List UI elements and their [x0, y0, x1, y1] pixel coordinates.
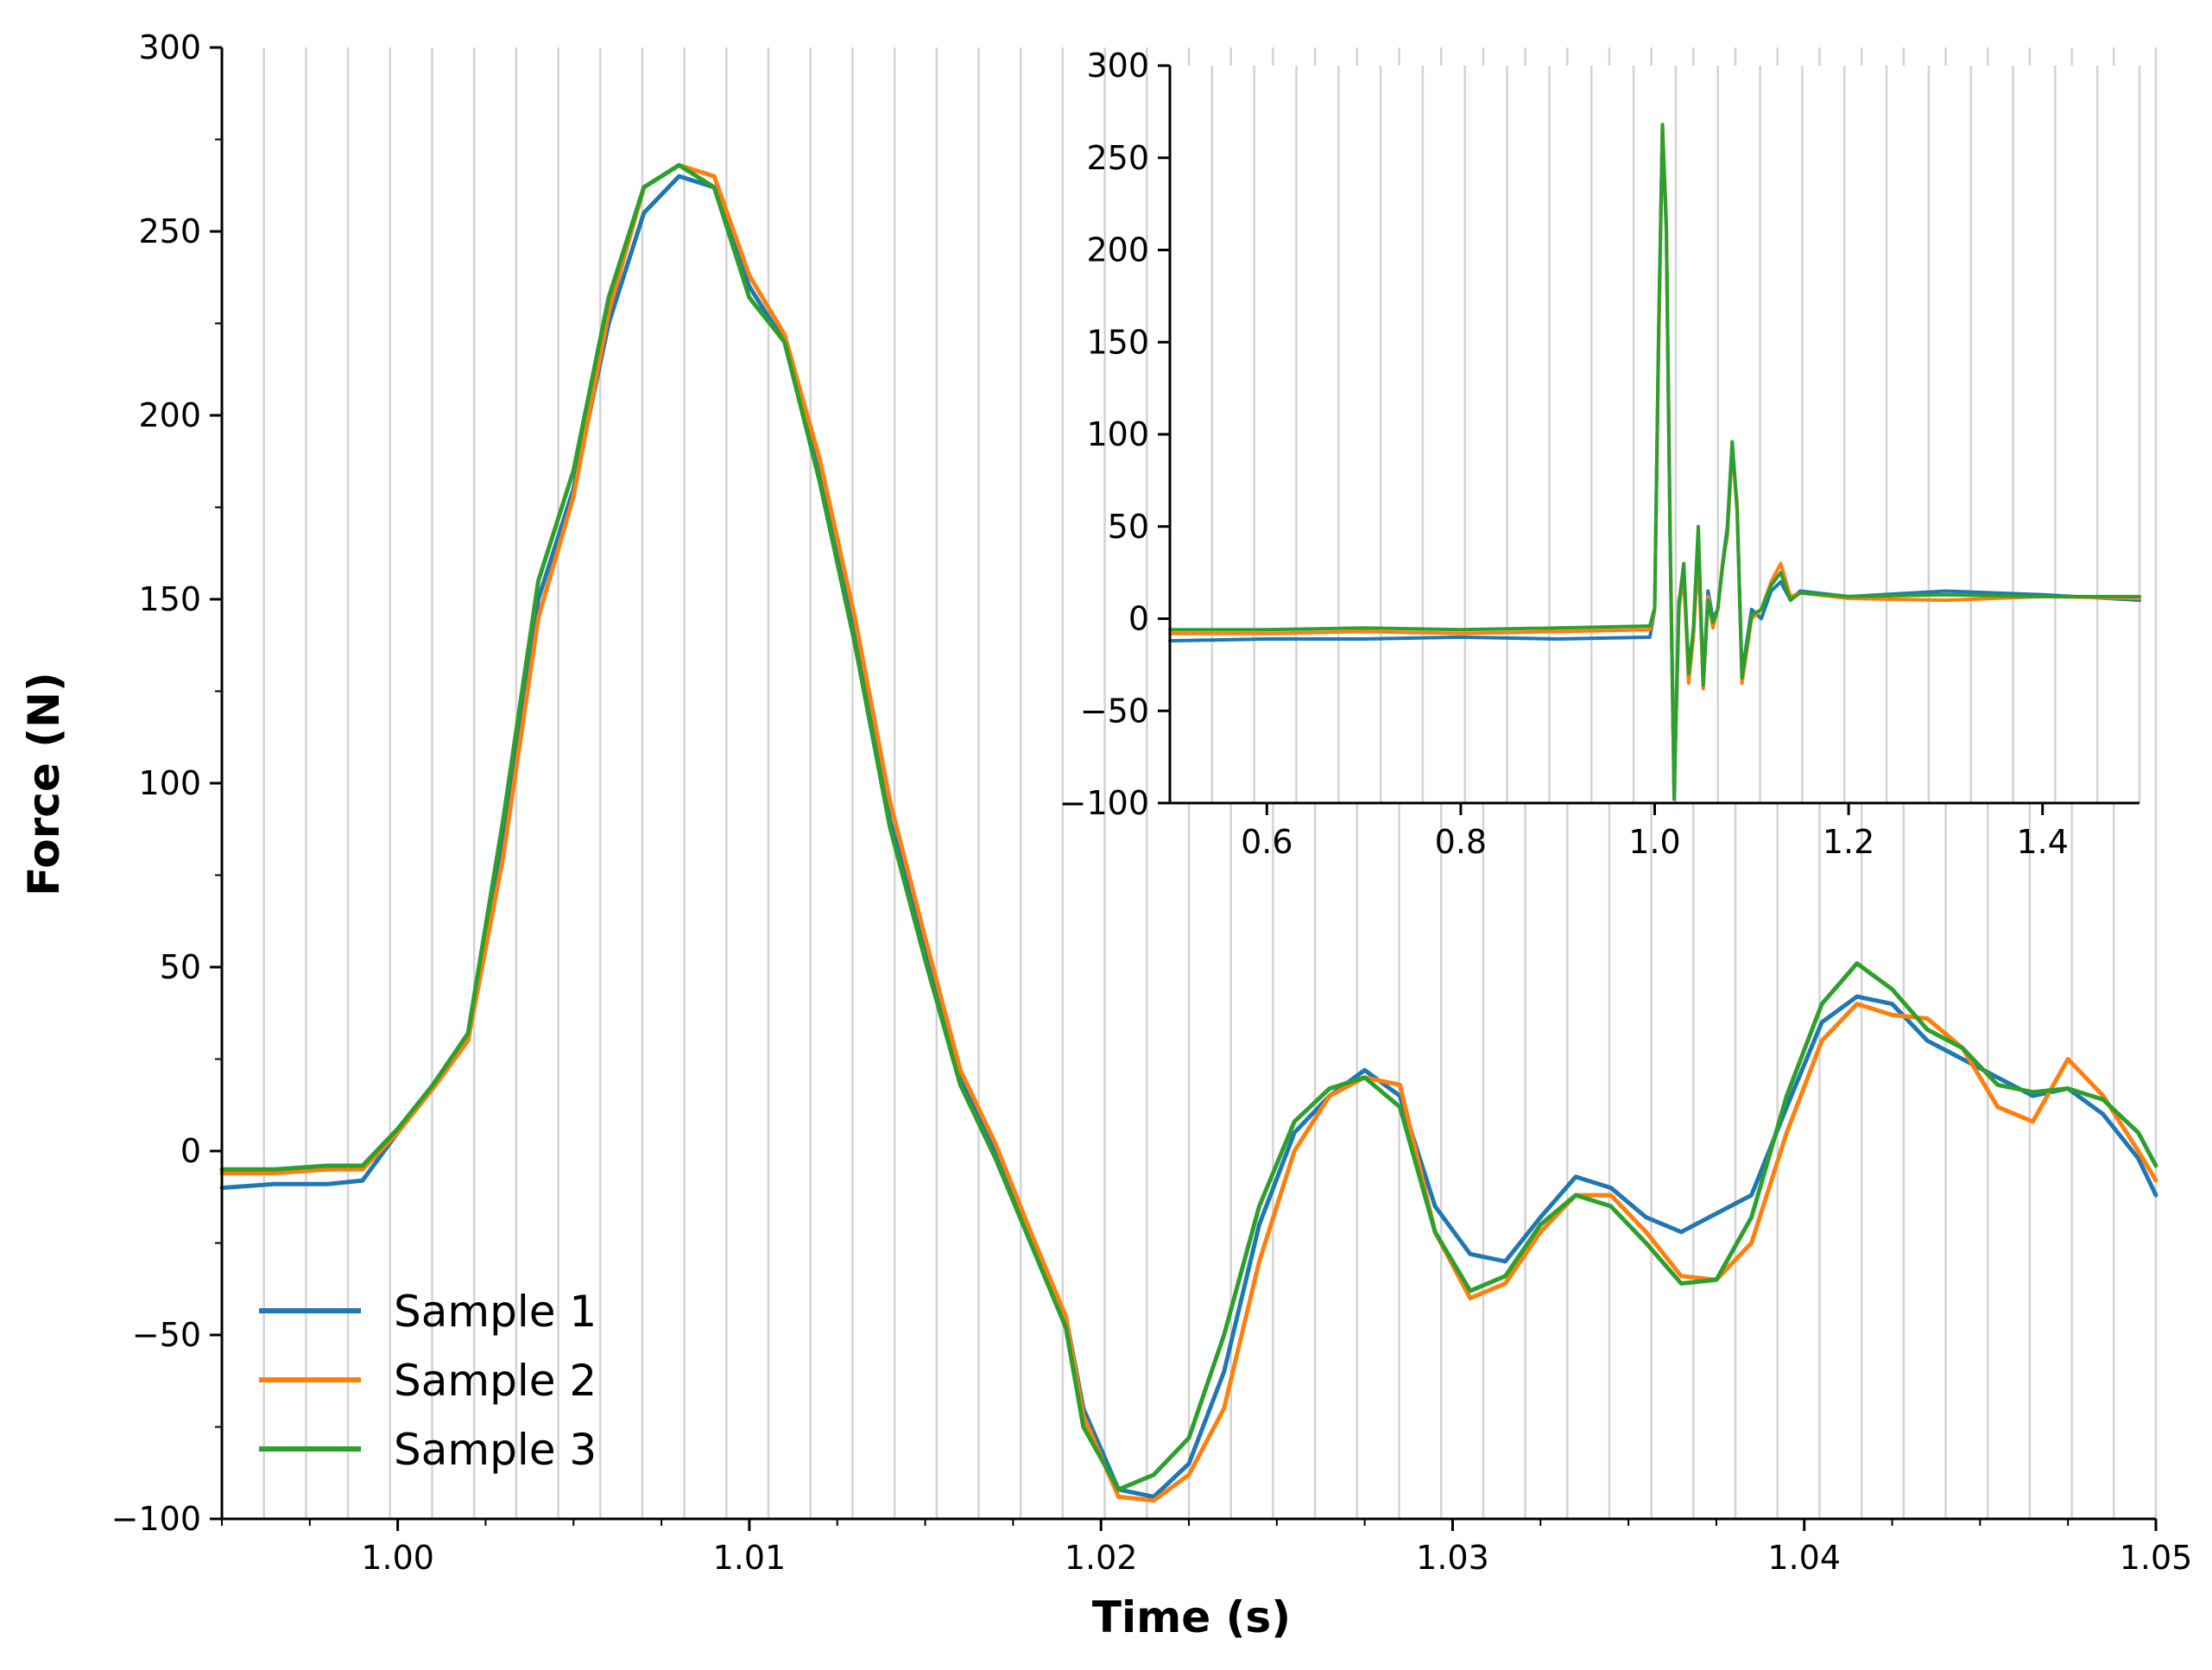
main-y-tick-label: −50	[132, 1316, 201, 1354]
main-y-tick-label: 250	[138, 212, 201, 250]
main-y-tick-label: 200	[138, 396, 201, 434]
main-x-tick-label: 1.05	[2120, 1539, 2193, 1577]
inset-y-tick-label: 50	[1108, 508, 1149, 546]
inset-background	[1170, 66, 2139, 803]
inset-y-tick-label: 250	[1086, 139, 1149, 177]
main-y-tick-label: 150	[138, 580, 201, 618]
inset-vertical-gridlines	[1210, 66, 2141, 803]
main-y-tick-label: 50	[160, 948, 201, 986]
main-series-lines	[219, 162, 2158, 1503]
inset-y-tick-label: 200	[1086, 231, 1149, 269]
inset-y-tick-label: 0	[1128, 600, 1149, 638]
inset-series-line-3	[1168, 123, 2141, 801]
main-series-line-2	[219, 162, 2158, 1503]
inset-y-tick-label: −50	[1080, 692, 1149, 730]
y-axis-title: Force (N)	[19, 672, 69, 896]
inset-chart: −100 −50 0 50 100 150 200 250 300 0.6 0.8 1.0 1.2 1.4	[1059, 47, 2141, 861]
inset-x-tick-label: 1.4	[2016, 823, 2068, 861]
inset-x-tick-label: 0.6	[1241, 823, 1292, 861]
main-y-tick-label: 100	[138, 764, 201, 802]
inset-ticks: −100 −50 0 50 100 150 200 250 300 0.6 0.8 1.0 1.2 1.4	[1059, 47, 2069, 861]
legend-label-1: Sample 1	[394, 1287, 597, 1337]
main-x-tick-label: 1.00	[361, 1539, 434, 1577]
legend-label-2: Sample 2	[394, 1356, 597, 1406]
main-y-tick-label: −100	[111, 1500, 201, 1538]
main-x-tick-label: 1.03	[1416, 1539, 1489, 1577]
inset-x-tick-label: 0.8	[1435, 823, 1487, 861]
inset-x-tick-label: 1.0	[1628, 823, 1680, 861]
inset-x-tick-label: 1.2	[1823, 823, 1874, 861]
main-series-line-3	[219, 162, 2158, 1492]
inset-y-tick-label: 150	[1086, 323, 1149, 361]
main-y-tick-label: 300	[138, 28, 201, 66]
inset-y-tick-label: −100	[1059, 784, 1149, 822]
inset-series-lines	[1168, 123, 2141, 801]
main-y-tick-label: 0	[180, 1132, 201, 1170]
x-axis-title: Time (s)	[1092, 1592, 1291, 1642]
main-x-tick-label: 1.04	[1767, 1539, 1841, 1577]
legend-label-3: Sample 3	[394, 1425, 597, 1475]
main-x-tick-label: 1.02	[1065, 1539, 1138, 1577]
inset-y-tick-label: 100	[1086, 415, 1149, 453]
main-x-tick-label: 1.01	[713, 1539, 787, 1577]
legend: Sample 1 Sample 2 Sample 3	[259, 1287, 597, 1475]
inset-y-tick-label: 300	[1086, 47, 1149, 85]
